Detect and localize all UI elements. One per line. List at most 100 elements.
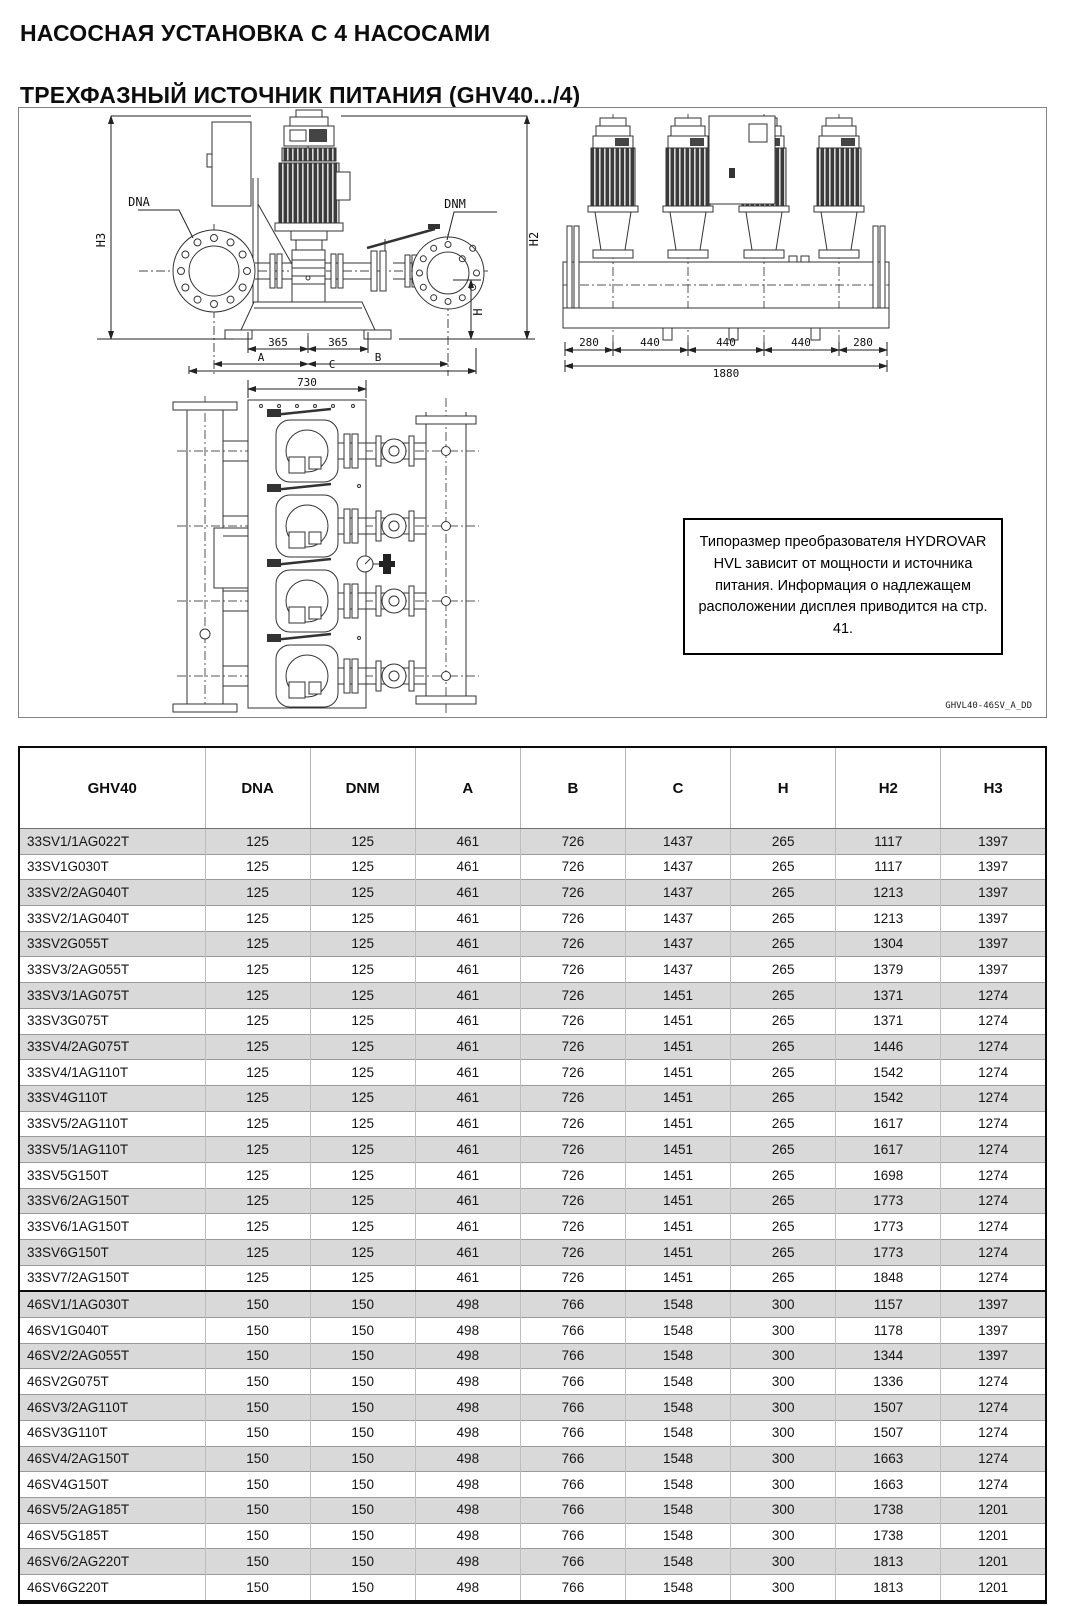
dim-440-2: 440 [716, 336, 736, 349]
dimension-cell: 1617 [835, 1136, 942, 1163]
pump-plan-unit [223, 407, 451, 483]
dimension-cell: 1451 [625, 1161, 732, 1189]
dimension-cell: 125 [310, 1239, 416, 1266]
dimension-cell: 265 [730, 1136, 837, 1163]
base-rail [562, 307, 890, 341]
dimension-cell: 1773 [835, 1239, 942, 1266]
dimension-cell: 1437 [625, 853, 732, 880]
dimension-cell: 1274 [940, 1394, 1046, 1421]
dimension-cell: 300 [730, 1573, 837, 1602]
table-row: 46SV6G220T 150 150 498 766 1548 300 1813 1201 [19, 1573, 1046, 1602]
dimension-cell: 498 [415, 1342, 521, 1369]
title-line-1: НАСОСНАЯ УСТАНОВКА С 4 НАСОСАМИ [20, 20, 491, 46]
dimension-cell: 1397 [940, 930, 1046, 957]
model-cell: 33SV6G150T [19, 1239, 206, 1266]
dimension-cell: 1201 [940, 1522, 1046, 1549]
dimension-cell: 1738 [835, 1522, 942, 1549]
dimension-cell: 1548 [625, 1445, 732, 1472]
dimension-cell: 726 [520, 1110, 627, 1137]
dimension-cell: 265 [730, 879, 837, 906]
dimension-cell: 1274 [940, 1084, 1046, 1112]
model-cell: 33SV2/2AG040T [19, 879, 206, 906]
dimension-cell: 1813 [835, 1573, 942, 1602]
dimension-cell: 265 [730, 905, 837, 932]
dimension-cell: 265 [730, 1264, 837, 1292]
model-cell: 46SV1/1AG030T [19, 1290, 206, 1318]
dimension-cell: 1738 [835, 1496, 942, 1524]
table-row: 33SV2/1AG040T 125 125 461 726 1437 265 1213 1397 [19, 905, 1046, 932]
pump-plan-unit [223, 482, 451, 558]
dimension-cell: 125 [205, 828, 311, 855]
dimension-cell: 1548 [625, 1394, 732, 1421]
dimension-cell: 1451 [625, 1110, 732, 1137]
table-row: 33SV5/1AG110T 125 125 461 726 1451 265 1617 1274 [19, 1136, 1046, 1163]
dimension-cell: 125 [205, 879, 311, 906]
dimension-cell: 1437 [625, 879, 732, 906]
dimension-cell: 1157 [835, 1290, 942, 1318]
dnm-leader-line [446, 211, 497, 241]
dimension-cell: 265 [730, 1187, 837, 1214]
table-row: 46SV5G185T 150 150 498 766 1548 300 1738 1201 [19, 1522, 1046, 1549]
dimension-cell: 1451 [625, 1239, 732, 1266]
dimension-cell: 150 [205, 1394, 311, 1421]
dimension-cell: 461 [415, 1161, 521, 1189]
table-row: 33SV6G150T 125 125 461 726 1451 265 1773 1274 [19, 1239, 1046, 1266]
dimension-cell: 1274 [940, 1368, 1046, 1395]
table-row: 46SV5/2AG185T 150 150 498 766 1548 300 1738 1201 [19, 1496, 1046, 1524]
dimension-cell: 125 [310, 879, 416, 906]
table-row: 33SV7/2AG150T 125 125 461 726 1451 265 1848 1274 [19, 1264, 1046, 1292]
dimension-cell: 125 [205, 956, 311, 983]
dimension-cell: 1201 [940, 1548, 1046, 1575]
dimension-cell: 125 [205, 1084, 311, 1112]
column-header: H2 [835, 747, 942, 829]
dimension-cell: 265 [730, 1007, 837, 1034]
dimension-cell: 150 [310, 1522, 416, 1549]
dimension-cell: 1397 [940, 853, 1046, 880]
dimension-cell: 726 [520, 956, 627, 983]
dimension-cell: 300 [730, 1548, 837, 1575]
plan-view-drawing: 730 [172, 376, 479, 714]
dimension-cell: 1397 [940, 1290, 1046, 1318]
dimension-cell: 125 [310, 1136, 416, 1163]
dimension-cell: 265 [730, 1033, 837, 1060]
dimension-cell: 125 [205, 1007, 311, 1034]
dimension-cell: 1451 [625, 1059, 732, 1086]
dimension-cell: 150 [205, 1445, 311, 1472]
model-cell: 33SV3/1AG075T [19, 982, 206, 1009]
dim-365-left: 365 [268, 336, 288, 349]
model-cell: 33SV4/1AG110T [19, 1059, 206, 1086]
dimension-cell: 1548 [625, 1419, 732, 1446]
dimension-cell: 150 [205, 1419, 311, 1446]
model-cell: 33SV5G150T [19, 1161, 206, 1189]
dimension-cell: 1437 [625, 905, 732, 932]
table-row: 46SV3/2AG110T 150 150 498 766 1548 300 1507 1274 [19, 1394, 1046, 1421]
dimension-cell: 265 [730, 1084, 837, 1112]
dimension-cell: 766 [520, 1522, 627, 1549]
dimension-cell: 766 [520, 1368, 627, 1395]
dimension-cell: 1274 [940, 1161, 1046, 1189]
dimension-cell: 265 [730, 982, 837, 1009]
dimension-cell: 726 [520, 853, 627, 880]
dimension-cell: 766 [520, 1471, 627, 1498]
dimension-cell: 1336 [835, 1368, 942, 1395]
note-box: Типоразмер преобразователя HYDROVAR HVL … [683, 518, 1003, 655]
suction-manifold [172, 401, 238, 713]
dimension-cell: 498 [415, 1471, 521, 1498]
dimension-cell: 125 [310, 828, 416, 855]
dimension-cell: 1542 [835, 1084, 942, 1112]
title-line-2: ТРЕХФАЗНЫЙ ИСТОЧНИК ПИТАНИЯ (GHV40.../4) [20, 82, 581, 109]
column-header: GHV40 [19, 747, 206, 829]
dimension-cell: 1178 [835, 1317, 942, 1344]
dimension-cell: 498 [415, 1548, 521, 1575]
table-row: 33SV2/2AG040T 125 125 461 726 1437 265 1213 1397 [19, 879, 1046, 906]
dimension-cell: 1446 [835, 1033, 942, 1060]
model-cell: 33SV5/1AG110T [19, 1136, 206, 1163]
table-row: 33SV5G150T 125 125 461 726 1451 265 1698 1274 [19, 1161, 1046, 1189]
dimension-cell: 461 [415, 1136, 521, 1163]
dimension-cell: 1397 [940, 828, 1046, 855]
dimension-cell: 726 [520, 828, 627, 855]
dimension-cell: 125 [205, 982, 311, 1009]
table-row: 33SV5/2AG110T 125 125 461 726 1451 265 1617 1274 [19, 1110, 1046, 1137]
dimension-cell: 461 [415, 1110, 521, 1137]
side-view-dimensions [564, 342, 888, 372]
